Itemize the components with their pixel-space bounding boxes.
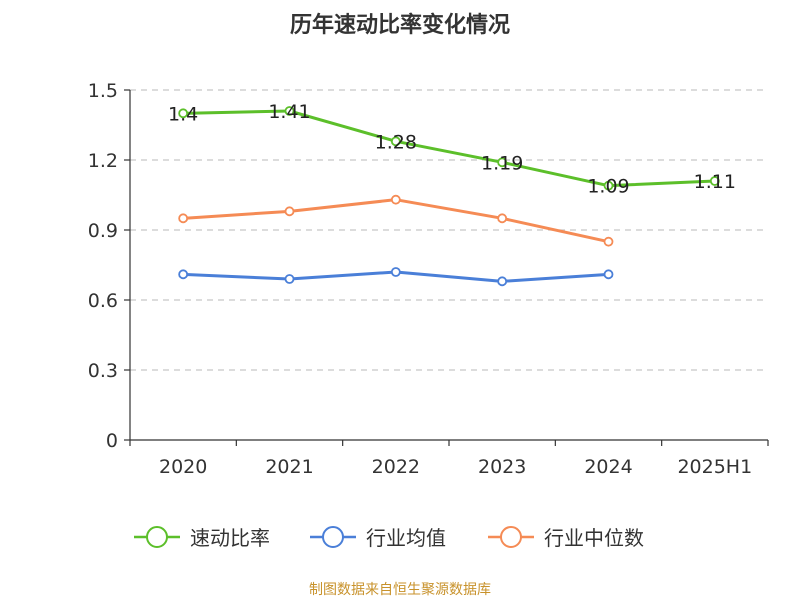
legend-marker	[500, 526, 522, 548]
data-point	[178, 213, 189, 224]
x-tick-label: 2022	[372, 456, 420, 478]
data-point	[709, 176, 720, 186]
x-tick-label: 2020	[159, 456, 207, 478]
series-layer	[178, 106, 720, 287]
data-point	[390, 267, 401, 277]
legend-label: 速动比率	[190, 526, 270, 550]
y-tick-label: 1.2	[88, 150, 118, 172]
x-tick-label: 2025H1	[677, 456, 752, 478]
series-line	[183, 198, 609, 244]
data-point	[603, 180, 614, 191]
y-tick-label: 1.5	[88, 80, 118, 102]
data-point	[178, 108, 189, 119]
x-tick-label: 2024	[584, 456, 632, 478]
legend-label: 行业中位数	[544, 526, 644, 550]
data-label: 1.28	[375, 131, 417, 153]
x-tick-label: 2023	[478, 456, 526, 478]
legend-marker	[146, 526, 168, 548]
data-point	[284, 274, 295, 284]
axes: 0 0.3 0.6 0.9 1.2 1.5 2020 2021 2022 2023 2024 2025…	[88, 80, 769, 478]
grid	[130, 89, 768, 371]
data-labels: 1.4 1.41 1.28 1.19 1.09 1.11	[168, 101, 736, 198]
data-point	[390, 194, 401, 205]
data-point	[497, 213, 508, 224]
data-label: 1.09	[587, 176, 629, 198]
data-label: 1.11	[694, 171, 736, 193]
data-point	[390, 136, 401, 147]
series-line	[183, 109, 715, 188]
x-tick-label: 2021	[265, 456, 313, 478]
chart-title: 历年速动比率变化情况	[290, 12, 510, 38]
data-label: 1.4	[168, 103, 198, 125]
y-tick-label: 0.9	[88, 220, 118, 242]
data-point	[497, 276, 508, 287]
data-point	[603, 236, 614, 247]
legend-item[interactable]: 行业均值	[310, 526, 446, 550]
data-label: 1.19	[481, 152, 523, 174]
legend-label: 行业均值	[366, 526, 446, 550]
data-point	[284, 106, 295, 116]
data-point	[497, 157, 508, 168]
y-tick-label: 0	[106, 430, 118, 452]
legend-item[interactable]: 速动比率	[134, 526, 270, 550]
data-point	[284, 206, 295, 217]
legend-item[interactable]: 行业中位数	[488, 526, 644, 550]
data-label: 1.41	[268, 101, 310, 123]
legend-marker	[322, 526, 344, 548]
y-tick-label: 0.6	[88, 290, 118, 312]
y-tick-label: 0.3	[88, 360, 118, 382]
data-point	[603, 269, 614, 280]
data-point	[178, 269, 189, 280]
source-note: 制图数据来自恒生聚源数据库	[309, 582, 491, 598]
legend: 速动比率 行业均值 行业中位数	[134, 526, 644, 550]
